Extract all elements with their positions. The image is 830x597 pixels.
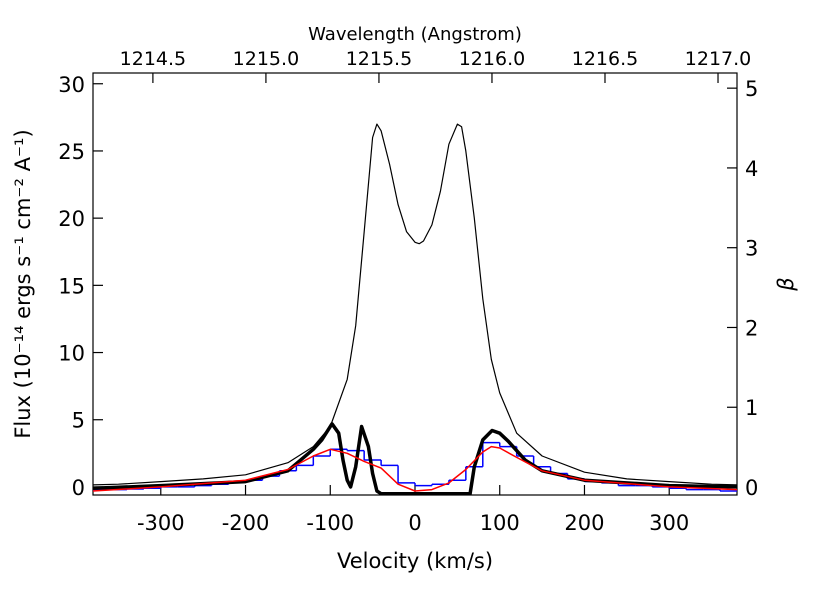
x2-tick-label: 1216.0 (459, 48, 525, 70)
x2-axis-title: Wavelength (Angstrom) (308, 24, 522, 45)
x-tick-label: -200 (222, 511, 270, 535)
plot-frame (92, 72, 738, 496)
y2-tick-label: 2 (745, 316, 758, 340)
y-tick-label: 0 (72, 476, 85, 500)
y2-tick-label: 1 (745, 396, 758, 420)
x2-tick-label: 1216.5 (572, 48, 638, 70)
x-tick-label: 200 (564, 511, 604, 535)
y2-tick-label: 0 (745, 476, 758, 500)
line-series (93, 445, 737, 492)
x-tick-label: 0 (408, 511, 421, 535)
x2-tick-label: 1215.5 (346, 48, 412, 70)
x2-tick-label: 1217.0 (685, 48, 751, 70)
y-tick-label: 30 (58, 73, 85, 97)
x-tick-label: 300 (649, 511, 689, 535)
y-tick-label: 10 (58, 342, 85, 366)
x-tick-label: 100 (480, 511, 520, 535)
x2-tick-label: 1215.0 (233, 48, 299, 70)
y-tick-label: 20 (58, 207, 85, 231)
y-tick-label: 25 (58, 140, 85, 164)
y-tick-label: 15 (58, 274, 85, 298)
x-tick-label: -100 (306, 511, 354, 535)
x-tick-label: -300 (137, 511, 185, 535)
y2-tick-label: 4 (745, 157, 758, 181)
line-series (93, 123, 737, 486)
y2-tick-label: 5 (745, 77, 758, 101)
y2-tick-label: 3 (745, 237, 758, 261)
y-axis-title: Flux (10⁻¹⁴ ergs s⁻¹ cm⁻² A⁻¹) (11, 129, 35, 438)
x-axis-title: Velocity (km/s) (337, 549, 493, 573)
x2-tick-label: 1214.5 (120, 48, 186, 70)
y-tick-label: 5 (72, 409, 85, 433)
line-series (93, 422, 737, 495)
plot-area (93, 123, 737, 495)
y2-axis-title: β (774, 277, 798, 291)
